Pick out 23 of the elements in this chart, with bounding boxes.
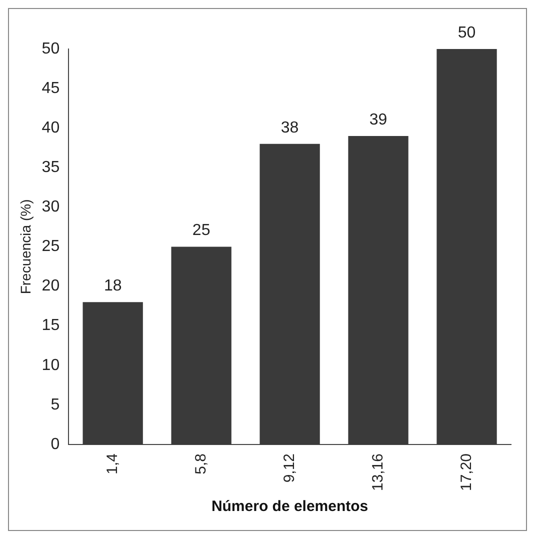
y-tick-label: 15 [42, 317, 60, 334]
data-label: 50 [458, 24, 476, 42]
x-tick-label: 5,8 [192, 453, 210, 474]
y-tick-label: 30 [42, 198, 60, 216]
y-tick-label: 40 [42, 120, 60, 136]
data-label: 38 [280, 119, 299, 136]
y-tick-label: 5 [50, 396, 60, 414]
x-tick-label: 9,12 [280, 453, 298, 483]
data-label: 25 [192, 222, 210, 240]
y-tick-label: 50 [42, 40, 60, 58]
y-axis-title: Frecuencia (%) [17, 199, 34, 294]
x-axis-title: Número de elementos [211, 498, 368, 516]
y-tick-label: 35 [42, 159, 60, 176]
y-tick-label: 10 [42, 356, 60, 374]
data-label: 39 [369, 111, 388, 128]
y-tick-label: 25 [42, 238, 60, 256]
y-tick-label: 20 [42, 278, 60, 295]
y-tick-label: 0 [50, 436, 60, 453]
x-tick-label: 13,16 [369, 453, 386, 492]
y-tick-label: 45 [42, 80, 60, 97]
data-label: 18 [104, 278, 122, 295]
x-tick-label: 17,20 [458, 453, 475, 492]
x-tick-label: 1,4 [104, 453, 121, 474]
